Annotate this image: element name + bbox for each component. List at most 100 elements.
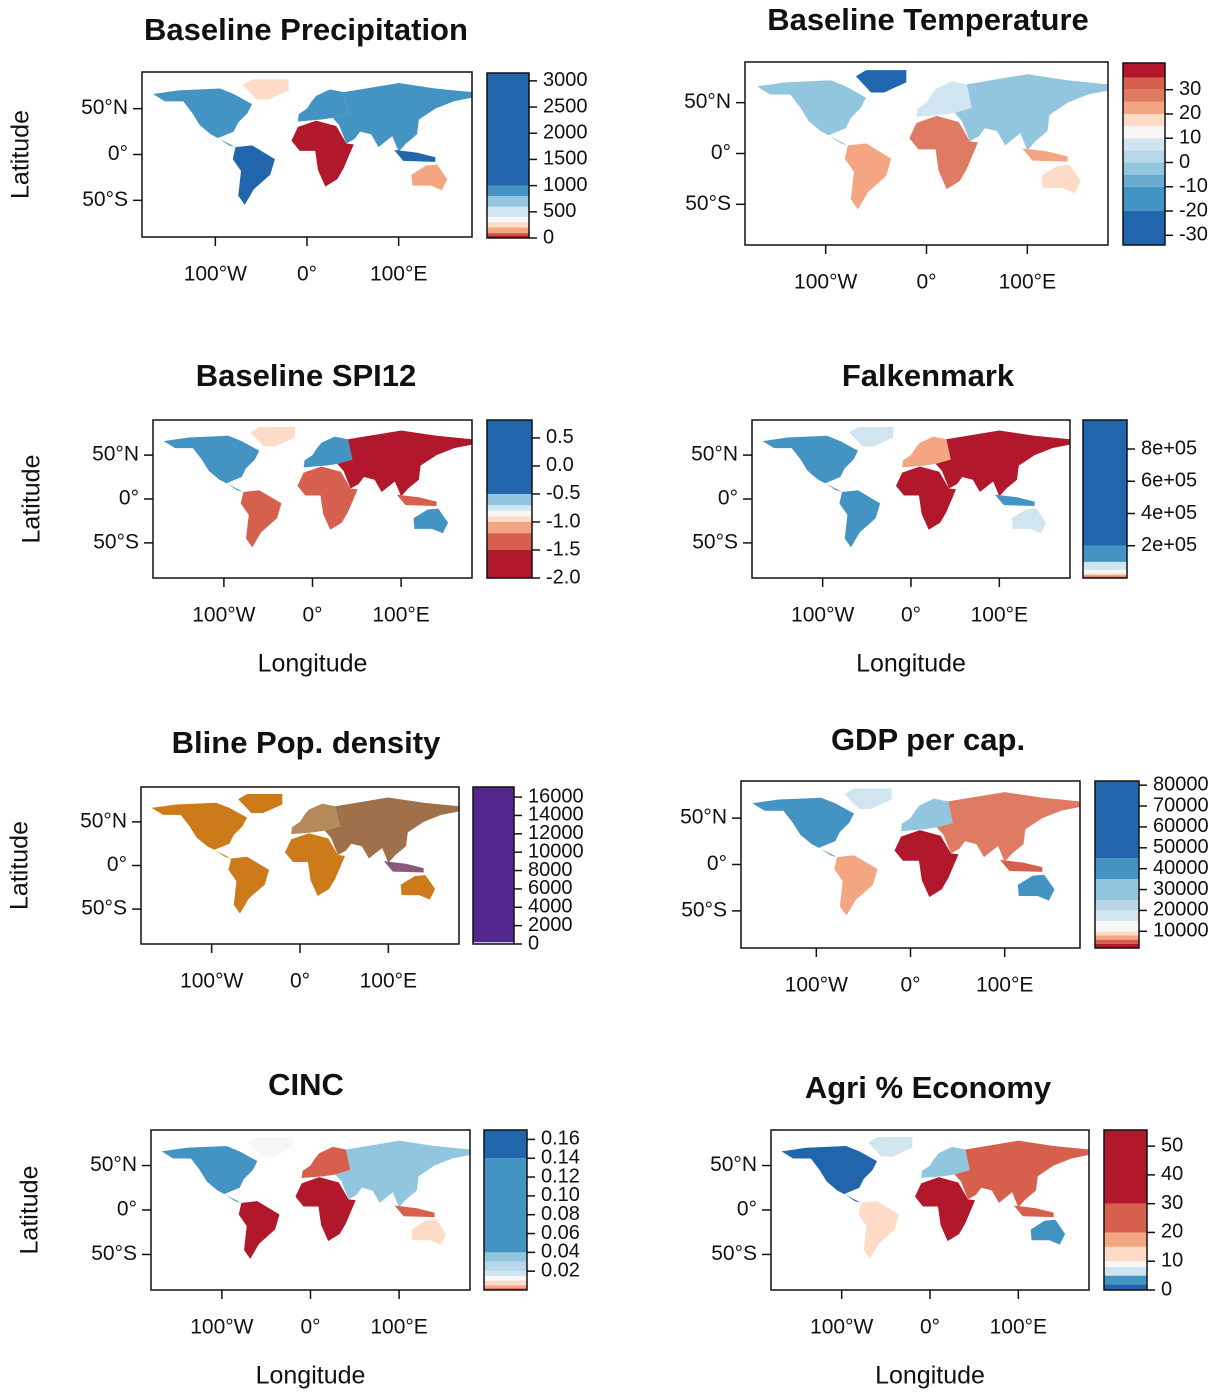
colorbar-band xyxy=(1095,920,1139,932)
colorbar-tick-label: 30 xyxy=(1161,1192,1183,1214)
y-tick-label: 0° xyxy=(108,142,128,165)
colorbar-frame xyxy=(472,786,515,945)
x-tick-label: 100°W xyxy=(810,1316,873,1339)
colorbar-frame xyxy=(483,1129,528,1291)
land xyxy=(894,830,959,897)
colorbar-tick-label: 0.06 xyxy=(541,1222,580,1244)
colorbar-frame xyxy=(1122,62,1166,246)
land xyxy=(291,120,354,187)
colorbar-band xyxy=(487,549,532,578)
colorbar-band xyxy=(484,1271,527,1276)
colorbar-band xyxy=(1083,545,1127,562)
land xyxy=(394,149,436,162)
colorbar-tick-label: 0 xyxy=(1161,1278,1172,1300)
colorbar-band xyxy=(1104,1246,1147,1262)
map-area xyxy=(752,788,1080,916)
colorbar-band xyxy=(487,505,532,511)
panel-title: Bline Pop. density xyxy=(172,725,441,760)
land xyxy=(238,1201,280,1259)
colorbar-band xyxy=(1123,101,1165,114)
colorbar-tick-label: 40 xyxy=(1161,1163,1183,1185)
land xyxy=(1011,508,1047,534)
colorbar-tick-label: -30 xyxy=(1179,224,1208,246)
x-tick-label: 100°W xyxy=(785,974,848,997)
colorbar-tick-label: 0 xyxy=(1179,151,1190,173)
colorbar-tick-label: 2e+05 xyxy=(1141,534,1197,556)
map-area xyxy=(163,427,472,548)
colorbar-band xyxy=(484,1252,527,1262)
land xyxy=(762,435,858,492)
colorbar-tick-label: 2000 xyxy=(543,122,588,144)
colorbar-band xyxy=(1104,1261,1147,1267)
y-tick-label: 50°S xyxy=(81,897,127,920)
colorbar-band xyxy=(484,1285,527,1289)
colorbar-band xyxy=(1095,858,1139,880)
colorbar-tick-label: 50 xyxy=(1161,1134,1183,1156)
x-tick-label: 100°W xyxy=(791,604,854,627)
y-tick-label: 50°S xyxy=(711,1242,757,1265)
map-area xyxy=(151,793,459,914)
map-area xyxy=(781,1137,1089,1259)
colorbar-band xyxy=(1095,939,1139,944)
colorbar-band xyxy=(487,217,529,223)
colorbar-band xyxy=(1095,781,1139,859)
land xyxy=(921,1146,970,1178)
colorbar-band xyxy=(1123,150,1165,163)
y-tick-label: 0° xyxy=(718,487,738,510)
colorbar-tick-label: 500 xyxy=(543,200,576,222)
colorbar-band xyxy=(1123,113,1165,127)
colorbar-band xyxy=(1123,162,1165,175)
colorbar-tick-label: 0.0 xyxy=(546,454,574,476)
y-tick-label: 50°S xyxy=(685,192,731,215)
colorbar-band xyxy=(473,942,514,944)
y-tick-label: 0° xyxy=(711,141,731,164)
x-tick-label: 0° xyxy=(920,1316,940,1339)
land xyxy=(411,1219,447,1245)
y-tick-label: 50°N xyxy=(684,90,731,113)
colorbar-tick-label: 10 xyxy=(1179,127,1201,149)
colorbar-tick-label: 6000 xyxy=(528,877,573,899)
land xyxy=(895,466,957,530)
x-tick-label: 0° xyxy=(302,604,322,627)
colorbar-band xyxy=(1083,569,1127,574)
land xyxy=(303,436,353,468)
land xyxy=(396,494,437,507)
land xyxy=(901,798,953,832)
x-tick-label: 100°W xyxy=(192,604,255,627)
colorbar-tick-label: 0.08 xyxy=(541,1203,580,1225)
x-tick-label: 100°E xyxy=(370,263,427,286)
colorbar-band xyxy=(1095,943,1139,948)
colorbar-tick-label: 80000 xyxy=(1153,773,1209,795)
colorbar-tick-label: 20 xyxy=(1179,102,1201,124)
colorbar-band xyxy=(1104,1130,1147,1204)
colorbar-tick-label: -1.0 xyxy=(546,510,580,532)
colorbar-tick-label: 6e+05 xyxy=(1141,470,1197,492)
x-tick-label: 100°E xyxy=(999,271,1056,294)
y-axis-label: Latitude xyxy=(7,110,35,199)
colorbar-band xyxy=(487,206,529,218)
colorbar-frame xyxy=(1103,1129,1148,1291)
colorbar-tick-label: 60000 xyxy=(1153,815,1209,837)
colorbar-band xyxy=(1095,899,1139,911)
colorbar-band xyxy=(487,533,532,550)
land xyxy=(301,1146,351,1178)
colorbar-tick-label: 30000 xyxy=(1153,878,1209,900)
colorbar-band xyxy=(487,227,529,233)
colorbar-band xyxy=(1095,910,1139,921)
colorbar-band xyxy=(1104,1275,1147,1285)
colorbar-band xyxy=(484,1261,527,1272)
colorbar-band xyxy=(1104,1232,1147,1247)
colorbar-band xyxy=(484,1130,527,1159)
land xyxy=(248,1137,293,1157)
y-axis-label: Latitude xyxy=(16,1166,44,1255)
colorbar-frame xyxy=(1082,419,1128,579)
land xyxy=(781,1146,877,1203)
land xyxy=(324,797,459,863)
colorbar-tick-label: 70000 xyxy=(1153,794,1209,816)
land xyxy=(284,833,346,897)
colorbar-frame xyxy=(486,72,530,239)
colorbar-band xyxy=(487,420,532,494)
colorbar-tick-label: 1000 xyxy=(543,174,588,196)
colorbar-tick-label: 2500 xyxy=(543,95,588,117)
colorbar-tick-label: 30 xyxy=(1179,78,1201,100)
